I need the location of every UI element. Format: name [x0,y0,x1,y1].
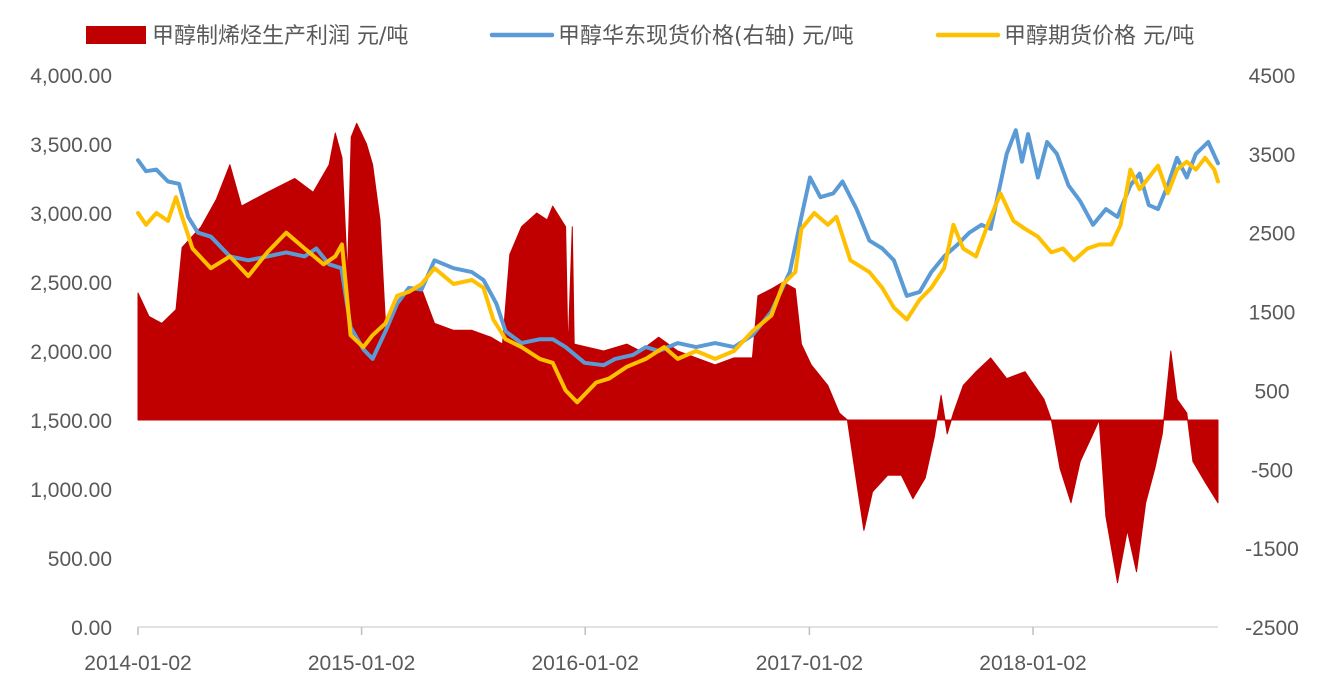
y-left-tick-label: 1,500.00 [30,410,112,433]
x-tick-label: 2017-01-02 [756,652,863,675]
price-lines-layer [136,128,1220,405]
y-right-tick-label: -500 [1251,459,1293,482]
y-left-tick-label: 500.00 [48,548,112,571]
legend-label: 甲醇华东现货价格(右轴) 元/吨 [558,24,854,49]
y-left-tick-label: 0.00 [71,617,112,640]
y-right-tick-label: 2500 [1249,223,1296,246]
legend: 甲醇制烯烃生产利润 元/吨 甲醇华东现货价格(右轴) 元/吨 甲醇期货价格 元/吨 [86,24,1194,49]
y-left-tick-label: 2,500.00 [30,272,112,295]
x-tick-label: 2015-01-02 [308,652,415,675]
y-right-tick-label: 4500 [1249,65,1296,88]
legend-swatch-area [86,26,146,44]
y-right-tick-label: 3500 [1249,144,1296,167]
x-tick-label: 2016-01-02 [531,652,638,675]
y-left-tick-label: 3,000.00 [30,203,112,226]
x-tick-label: 2018-01-02 [979,652,1086,675]
x-tick-label: 2014-01-02 [84,652,191,675]
y-left-tick-label: 4,000.00 [30,65,112,88]
y-right-tick-label: 1500 [1249,302,1296,325]
y-left-tick-label: 3,500.00 [30,134,112,157]
y-right-tick-label: -1500 [1245,538,1299,561]
futures-price-line [136,155,1220,405]
y-left-tick-label: 1,000.00 [30,479,112,502]
profit-area-layer [137,122,1219,584]
y-left-tick-label: 2,000.00 [30,341,112,364]
y-right-tick-label: -2500 [1245,617,1299,640]
profit-area [137,122,1219,584]
legend-label: 甲醇制烯烃生产利润 元/吨 [152,24,408,49]
axes: 2014-01-02 2015-01-02 2016-01-02 2017-01-02… [30,65,1299,675]
y-right-tick-label: 500 [1254,380,1289,403]
legend-label: 甲醇期货价格 元/吨 [1004,24,1194,49]
